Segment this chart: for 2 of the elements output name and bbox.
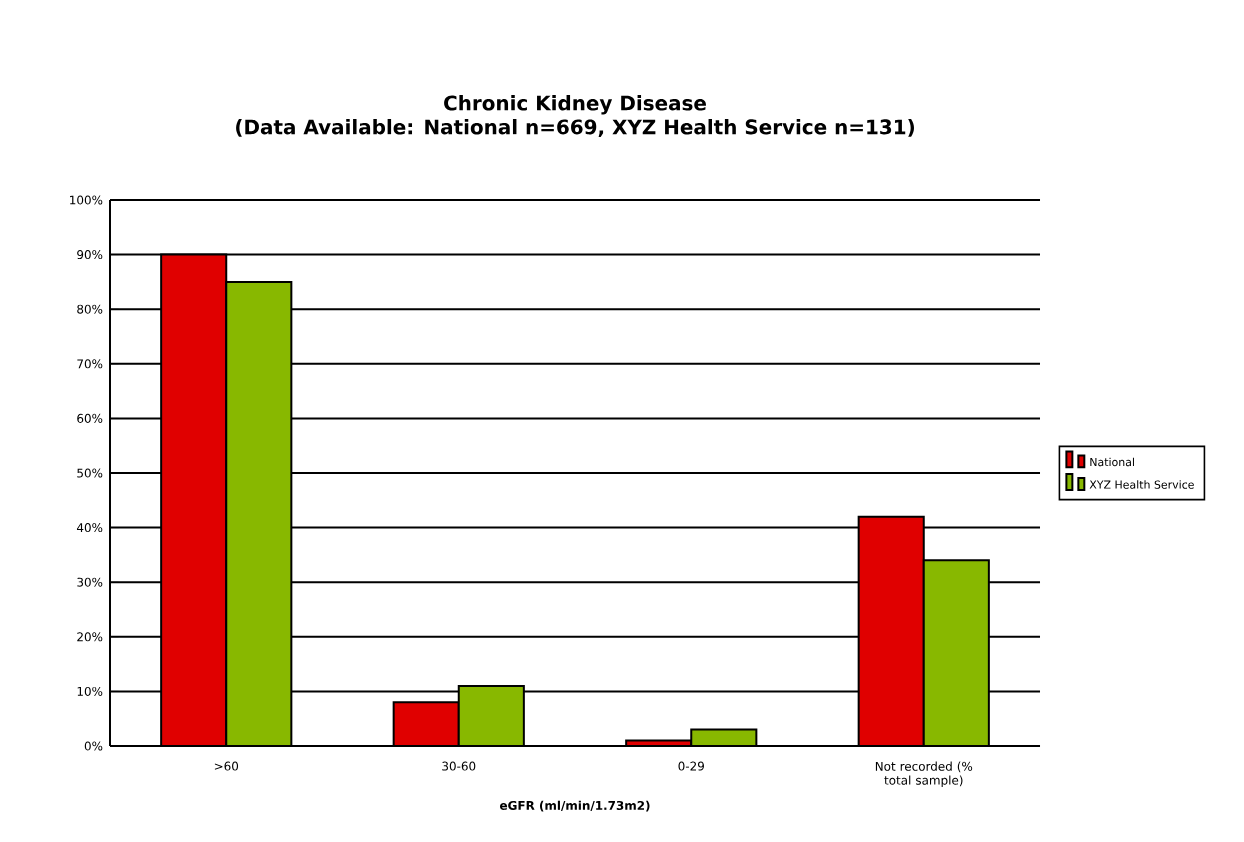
chart-subtitle: (Data Available: National n=669, XYZ Health Service n=131) <box>236 119 914 138</box>
chart-title: Chronic Kidney Disease <box>444 95 706 115</box>
